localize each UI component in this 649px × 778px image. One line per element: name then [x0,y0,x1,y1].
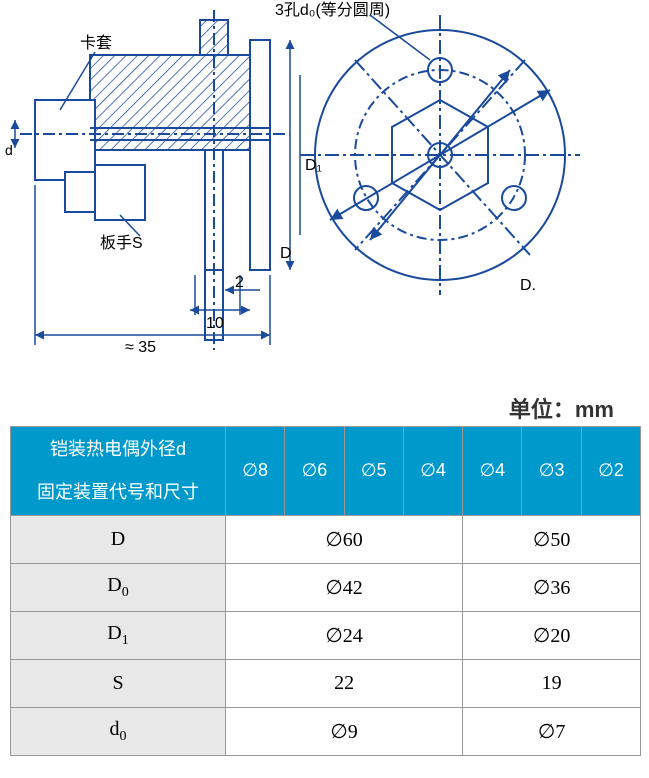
dim-35: ≈ 35 [125,339,156,356]
row-value-right: ∅7 [463,707,641,755]
header-left-line1: 铠装热电偶外径d [15,435,221,464]
spec-table: 铠装热电偶外径d 固定装置代号和尺寸 ∅8 ∅6 ∅5 ∅4 ∅4 ∅3 ∅2 … [10,426,641,756]
front-view [300,15,580,295]
col-dia-5: ∅3 [522,427,581,516]
col-dia-0: ∅8 [226,427,285,516]
label-ferrule: 卡套 [80,34,112,52]
row-label: D [11,515,226,563]
table-row: D∅60∅50 [11,515,641,563]
table-row: d0∅9∅7 [11,707,641,755]
row-value-left: ∅9 [226,707,463,755]
row-value-right: ∅20 [463,611,641,659]
row-label: d0 [11,707,226,755]
row-value-left: ∅60 [226,515,463,563]
side-view [20,10,290,350]
dim-2: 2 [235,274,244,291]
row-label: D1 [11,611,226,659]
header-left-cell: 铠装热电偶外径d 固定装置代号和尺寸 [11,427,226,516]
row-value-left: ∅42 [226,563,463,611]
row-value-left: ∅24 [226,611,463,659]
table-row: D1∅24∅20 [11,611,641,659]
dim-label-d2: D. [520,277,536,294]
col-dia-2: ∅5 [344,427,403,516]
header-left-line2: 固定装置代号和尺寸 [15,478,221,507]
table-row: S2219 [11,659,641,707]
label-wrench: 板手S [100,234,143,252]
col-dia-3: ∅4 [403,427,462,516]
dim-10: 10 [206,315,224,332]
table-header-row: 铠装热电偶外径d 固定装置代号和尺寸 ∅8 ∅6 ∅5 ∅4 ∅4 ∅3 ∅2 [11,427,641,516]
row-label: S [11,659,226,707]
col-dia-4: ∅4 [463,427,522,516]
unit-label: 单位：mm [0,392,649,424]
row-value-right: ∅36 [463,563,641,611]
dim-label-d-small: d [5,142,13,158]
technical-diagram: 3孔d₀(等分圆周) 卡套 板手S D D₁ D. d 2 10 ≈ 35 [0,0,649,390]
table-row: D0∅42∅36 [11,563,641,611]
row-value-right: 19 [463,659,641,707]
row-label: D0 [11,563,226,611]
dim-label-d1: D₁ [305,157,322,174]
dim-label-d-outer: D [280,245,292,262]
col-dia-1: ∅6 [285,427,344,516]
row-value-left: 22 [226,659,463,707]
col-dia-6: ∅2 [581,427,640,516]
row-value-right: ∅50 [463,515,641,563]
